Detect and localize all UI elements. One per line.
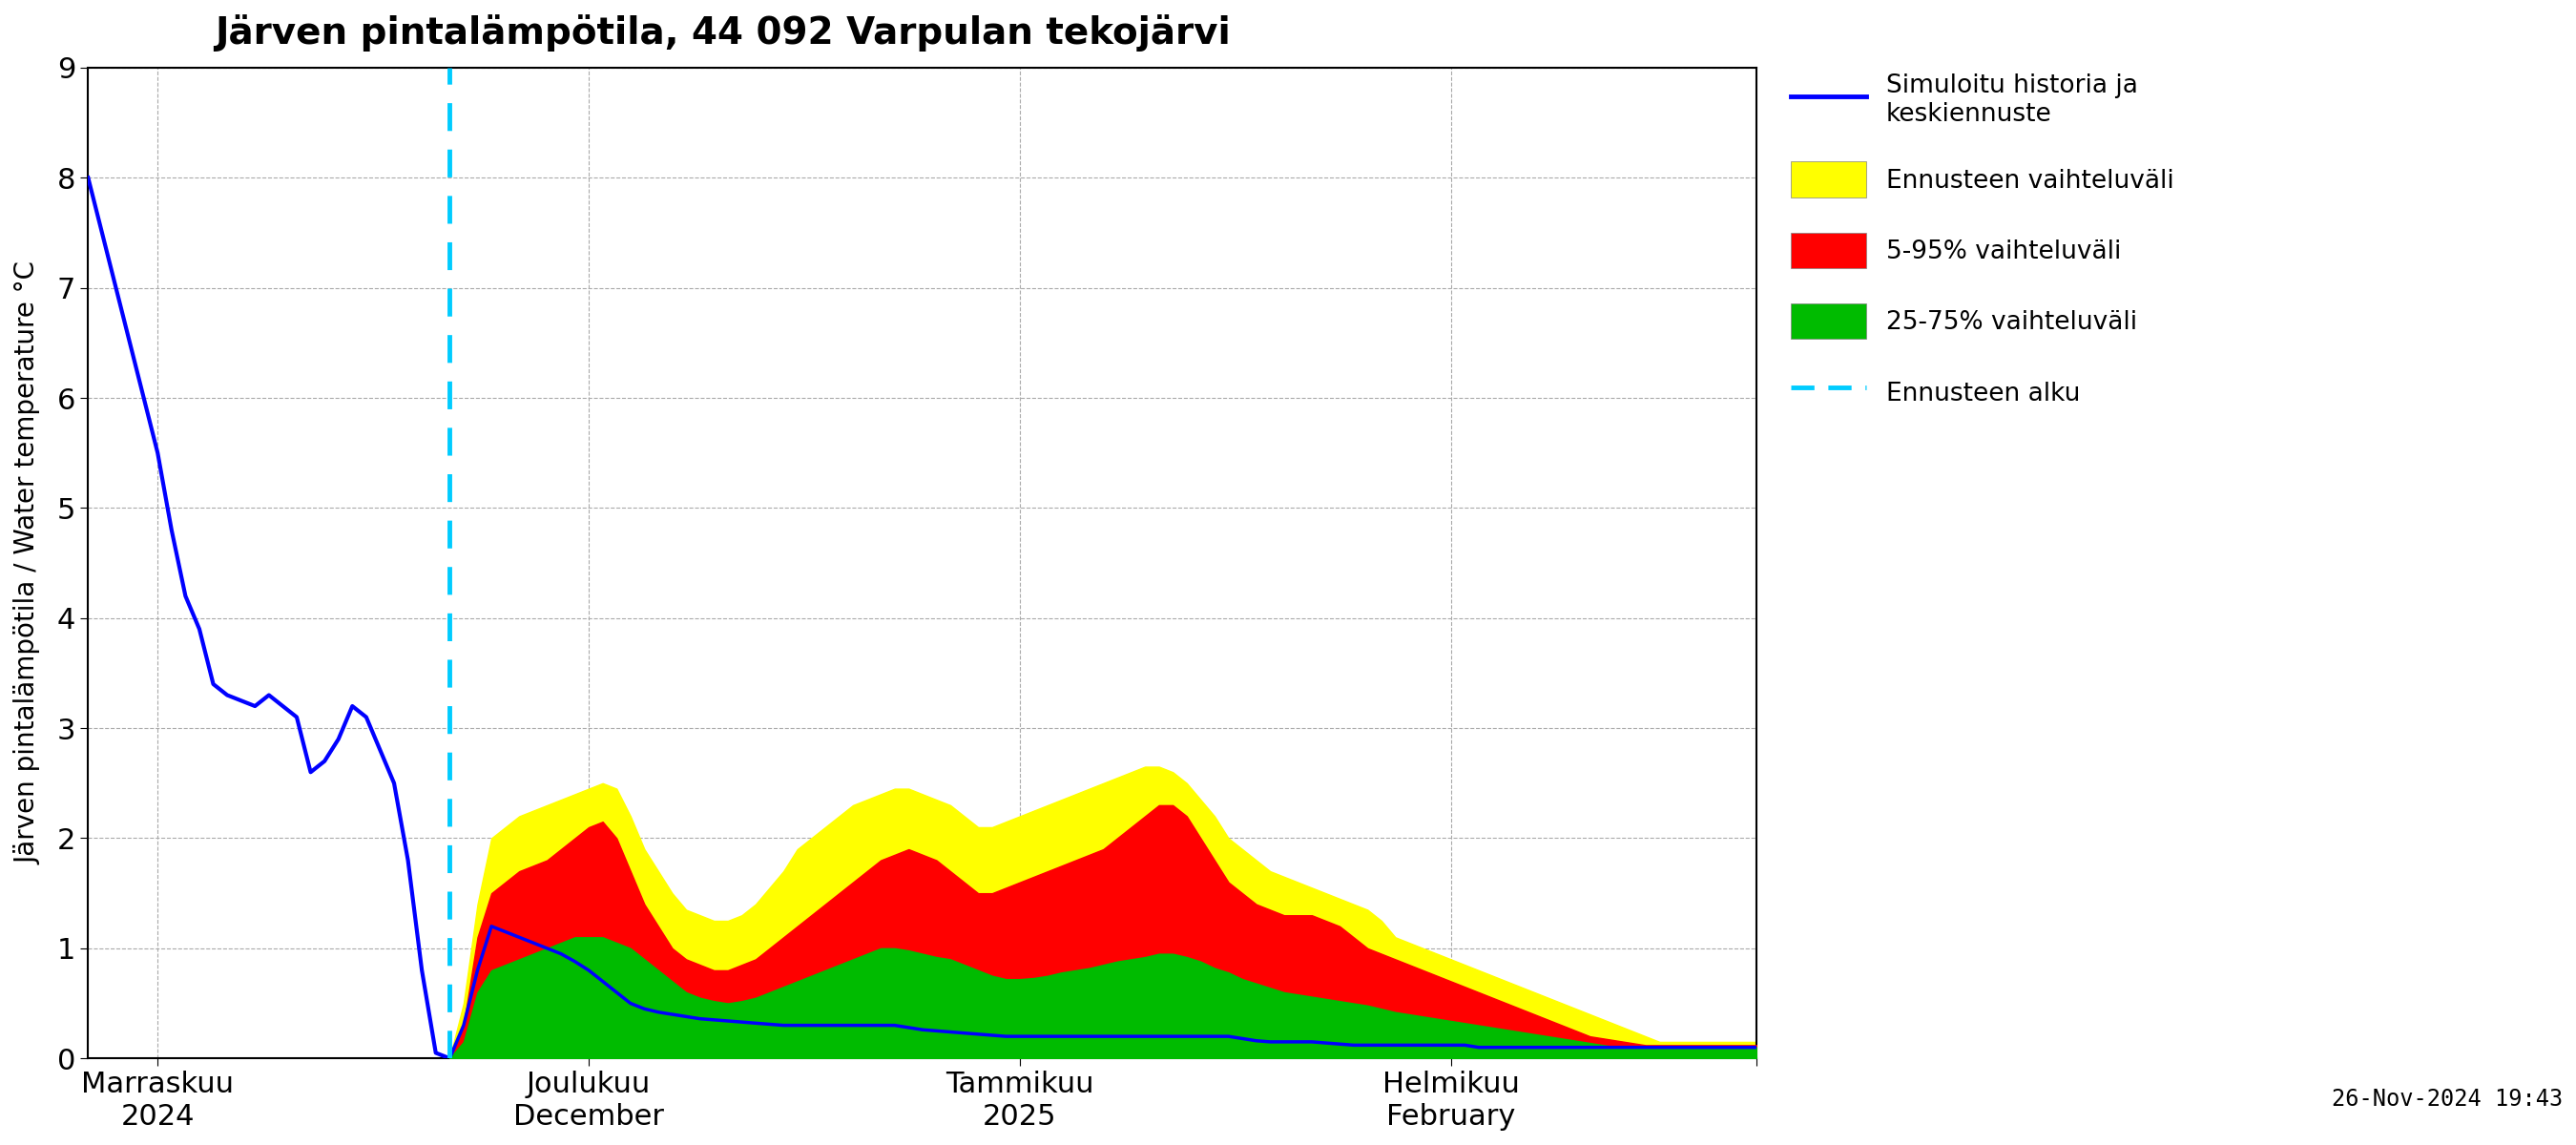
Y-axis label: Järven pintalämpötila / Water temperature °C: Järven pintalämpötila / Water temperatur… [15,261,41,864]
Text: 26-Nov-2024 19:43 WSFS-O: 26-Nov-2024 19:43 WSFS-O [2331,1088,2576,1111]
Title: Järven pintalämpötila, 44 092 Varpulan tekojärvi: Järven pintalämpötila, 44 092 Varpulan t… [214,14,1231,52]
Legend: Simuloitu historia ja
keskiennuste, Ennusteen vaihteluväli, 5-95% vaihteluväli, : Simuloitu historia ja keskiennuste, Ennu… [1777,61,2187,423]
